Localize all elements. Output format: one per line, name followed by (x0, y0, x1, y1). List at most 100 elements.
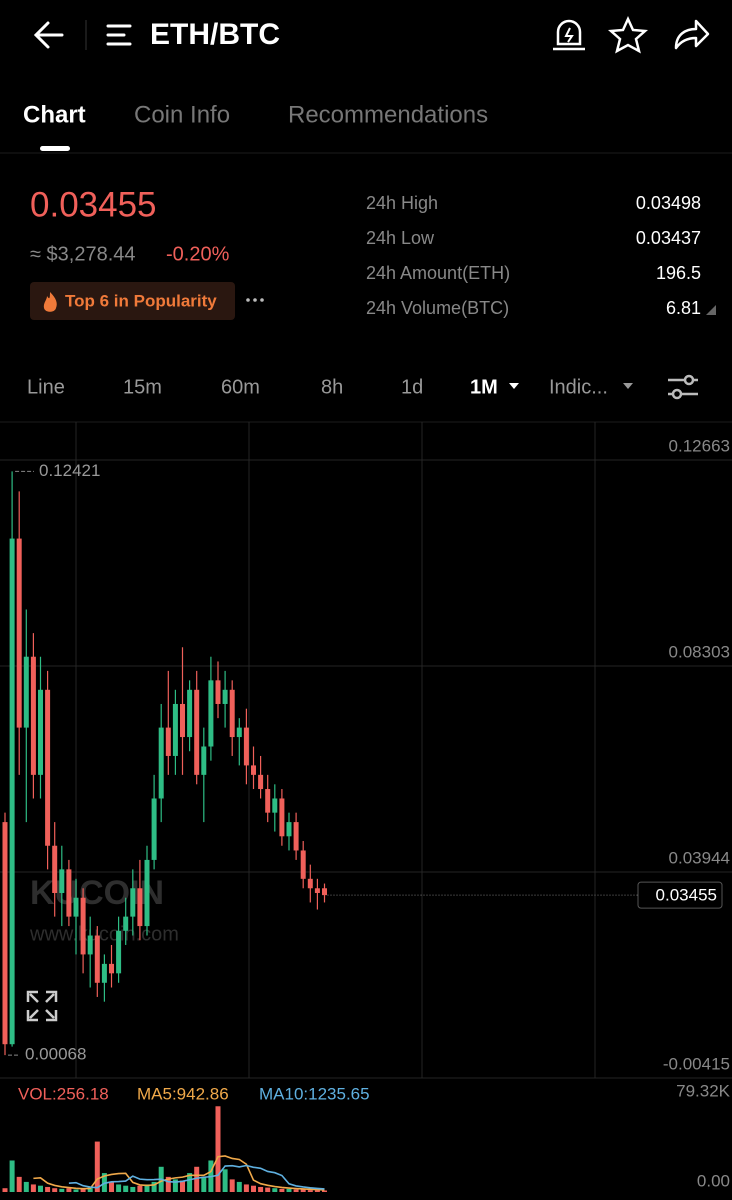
volume-bar (180, 1180, 185, 1192)
candle-body (272, 798, 278, 813)
timeframe[interactable]: Line (27, 376, 65, 398)
candle-body (23, 656, 29, 728)
settings-icon[interactable] (668, 374, 698, 400)
dropdown-caret (509, 383, 519, 389)
watermark-url: www.kucoin.com (29, 923, 179, 945)
volume-bar (165, 1176, 171, 1192)
volume-bar (9, 1160, 15, 1192)
tab-indicator (40, 146, 70, 151)
candle-body (66, 869, 72, 917)
back-button[interactable] (33, 21, 64, 49)
stat-value: 196.5 (656, 263, 701, 283)
candle-body (38, 689, 43, 775)
dropdown-caret (706, 305, 716, 315)
last-price: 0.03455 (30, 185, 157, 224)
volume-bar (2, 1188, 8, 1192)
volume-bar (73, 1189, 79, 1192)
stat-value: 0.03437 (636, 228, 701, 248)
volume-bar (265, 1187, 271, 1192)
volume-label: VOL:256.18 (18, 1084, 109, 1103)
last-price-label: 0.03455 (656, 886, 717, 905)
candle-body (229, 689, 235, 738)
timeframe[interactable]: Indic... (549, 376, 608, 398)
candle-body (116, 930, 122, 974)
volume-bar (258, 1186, 264, 1192)
volume-bar (279, 1188, 285, 1192)
volume-bar (229, 1179, 235, 1192)
stat-value: 0.03498 (636, 193, 701, 213)
candle-body (109, 963, 114, 974)
timeframe[interactable]: 1M (470, 376, 498, 398)
candle-body (222, 689, 228, 704)
candle-body (201, 746, 207, 775)
tab[interactable]: Chart (23, 101, 86, 128)
volume-tick-label: 0.00 (697, 1171, 730, 1190)
volume-bar (286, 1188, 292, 1192)
candle-body (286, 822, 292, 837)
candle-body (87, 935, 93, 955)
stat-label: 24h Low (366, 228, 435, 248)
volume-bar (59, 1188, 65, 1192)
candle-body (236, 727, 242, 738)
timeframe[interactable]: 8h (321, 376, 343, 398)
candle-body (194, 689, 200, 775)
candle-body (130, 888, 136, 917)
stat-value: 6.81 (666, 298, 701, 318)
volume-bar (30, 1184, 36, 1192)
volume-bar (272, 1188, 278, 1192)
volume-bar (322, 1190, 327, 1192)
badge-text: Top 6 in Popularity (65, 291, 217, 310)
candle-body (307, 878, 313, 889)
candle-body (172, 703, 178, 756)
y-tick-label: -0.00415 (663, 1054, 730, 1073)
candle-body (258, 774, 264, 790)
candle-body (144, 859, 150, 927)
price-change: -0.20% (166, 243, 230, 265)
volume-bar (172, 1179, 178, 1192)
share-icon[interactable] (674, 19, 710, 50)
timeframe[interactable]: 1d (401, 376, 423, 398)
menu-icon[interactable] (106, 24, 132, 46)
volume-bar (222, 1169, 228, 1192)
volume-bar (314, 1190, 320, 1192)
fullscreen-icon[interactable] (26, 990, 58, 1022)
candle-body (59, 869, 65, 893)
candle-body (180, 703, 185, 738)
volume-bar (130, 1186, 136, 1192)
timeframe[interactable]: 60m (221, 376, 260, 398)
volume-bar (293, 1189, 299, 1192)
volume-bar (300, 1189, 306, 1192)
popularity-badge[interactable] (30, 282, 235, 320)
candle-body (279, 798, 285, 837)
candle-body (2, 822, 8, 1045)
volume-bar (87, 1186, 93, 1192)
volume-tick-label: 79.32K (676, 1081, 731, 1100)
tab[interactable]: Recommendations (288, 101, 488, 128)
candle-body (187, 689, 193, 738)
volume-bar (116, 1184, 122, 1192)
timeframe[interactable]: 15m (123, 376, 162, 398)
tab[interactable]: Coin Info (134, 101, 230, 128)
y-tick-label: 0.12663 (669, 436, 730, 455)
candle-body (300, 850, 306, 879)
alert-icon[interactable] (553, 19, 585, 51)
volume-bar (187, 1173, 193, 1192)
favorite-icon[interactable] (607, 15, 649, 54)
stat-label: 24h High (366, 193, 438, 213)
volume-bar (38, 1185, 43, 1192)
ma-line (68, 1164, 325, 1190)
more-button[interactable] (246, 298, 264, 302)
stat-label: 24h Amount(ETH) (366, 263, 510, 283)
high-label: 0.12421 (39, 461, 100, 480)
last-price-box (637, 881, 723, 909)
volume-bar (66, 1188, 72, 1192)
watermark: KUCOIN (30, 874, 164, 912)
volume-bar (137, 1185, 143, 1192)
candle-body (80, 897, 86, 955)
volume-bar (23, 1181, 29, 1192)
volume-bar (52, 1188, 58, 1192)
candle-body (16, 538, 22, 728)
volume-bar (109, 1181, 114, 1192)
